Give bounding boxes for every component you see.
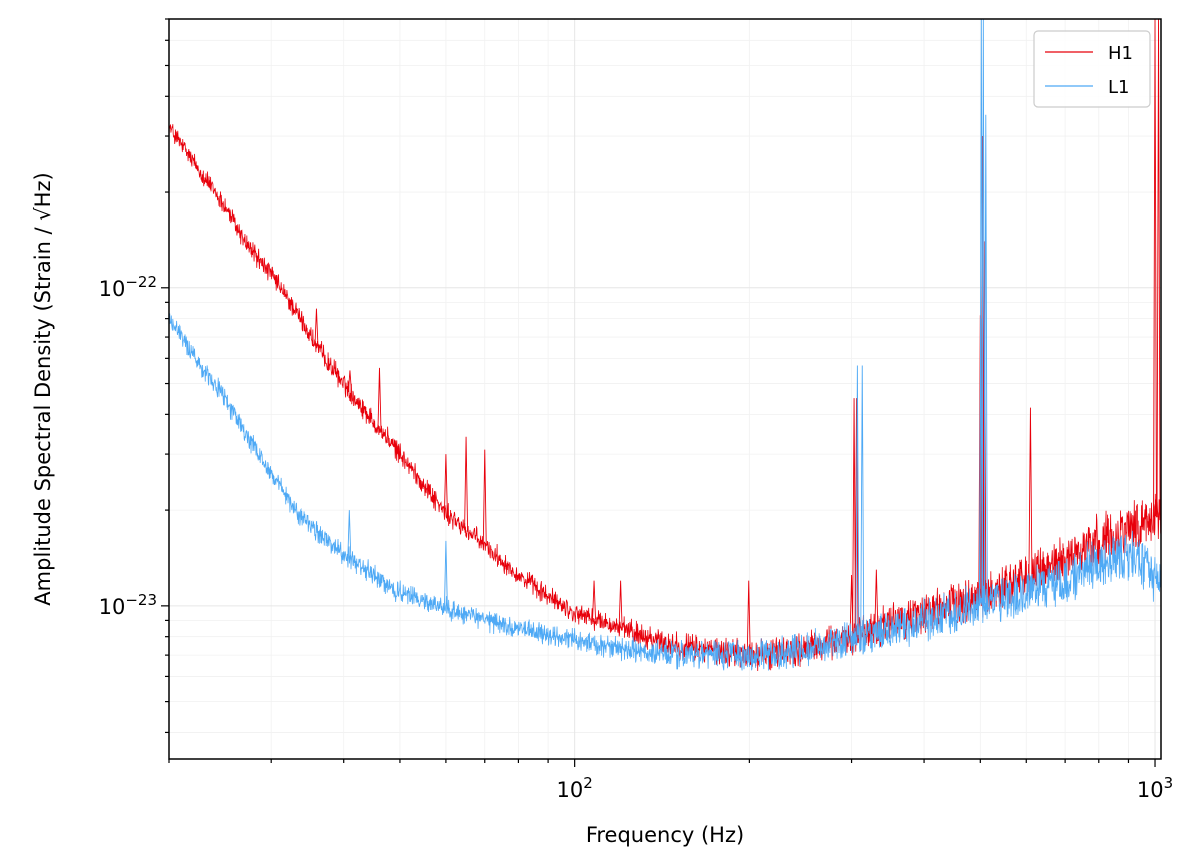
axis-tick-labels: 102 103 10−22 10−23 [99, 273, 1174, 802]
peak-l1 [983, 114, 988, 605]
peak-h1 [464, 436, 469, 531]
peak-h1 [443, 454, 448, 514]
legend-label-h1: H1 [1108, 43, 1133, 64]
peak-h1 [1153, 19, 1157, 518]
plot-frame [168, 18, 1162, 760]
peak-h1 [746, 580, 751, 656]
peak-l1 [860, 365, 865, 638]
peak-h1 [618, 580, 623, 629]
series-line-h1 [169, 124, 1161, 671]
peak-h1 [874, 569, 879, 629]
legend: H1 L1 [1033, 30, 1151, 108]
legend-box [1033, 30, 1151, 108]
y-axis-label: Amplitude Spectral Density (Strain / √Hz… [31, 172, 55, 605]
peak-h1 [314, 308, 319, 347]
y-tick-label: 10−22 [99, 273, 157, 301]
peak-l1 [855, 365, 860, 639]
peak-h1 [1156, 19, 1161, 518]
legend-label-l1: L1 [1108, 77, 1129, 98]
axis-ticks [161, 18, 1156, 767]
peak-h1 [347, 370, 352, 392]
x-tick-label: 102 [557, 774, 593, 802]
peak-l1 [981, 19, 986, 606]
peak-h1 [377, 367, 382, 429]
y-tick-label: 10−23 [99, 591, 157, 619]
x-axis-label: Frequency (Hz) [586, 823, 744, 847]
x-tick-label: 103 [1137, 774, 1173, 802]
peak-h1 [592, 580, 597, 620]
minor-gridlines [168, 18, 1161, 759]
peak-l1 [443, 540, 448, 609]
series-layer [169, 19, 1161, 671]
peak-h1 [482, 449, 487, 546]
series-line-l1 [169, 313, 1161, 671]
peak-h1 [852, 398, 857, 636]
peak-h1 [1028, 407, 1033, 577]
peak-l1 [347, 510, 352, 559]
peak-h1 [854, 398, 859, 636]
